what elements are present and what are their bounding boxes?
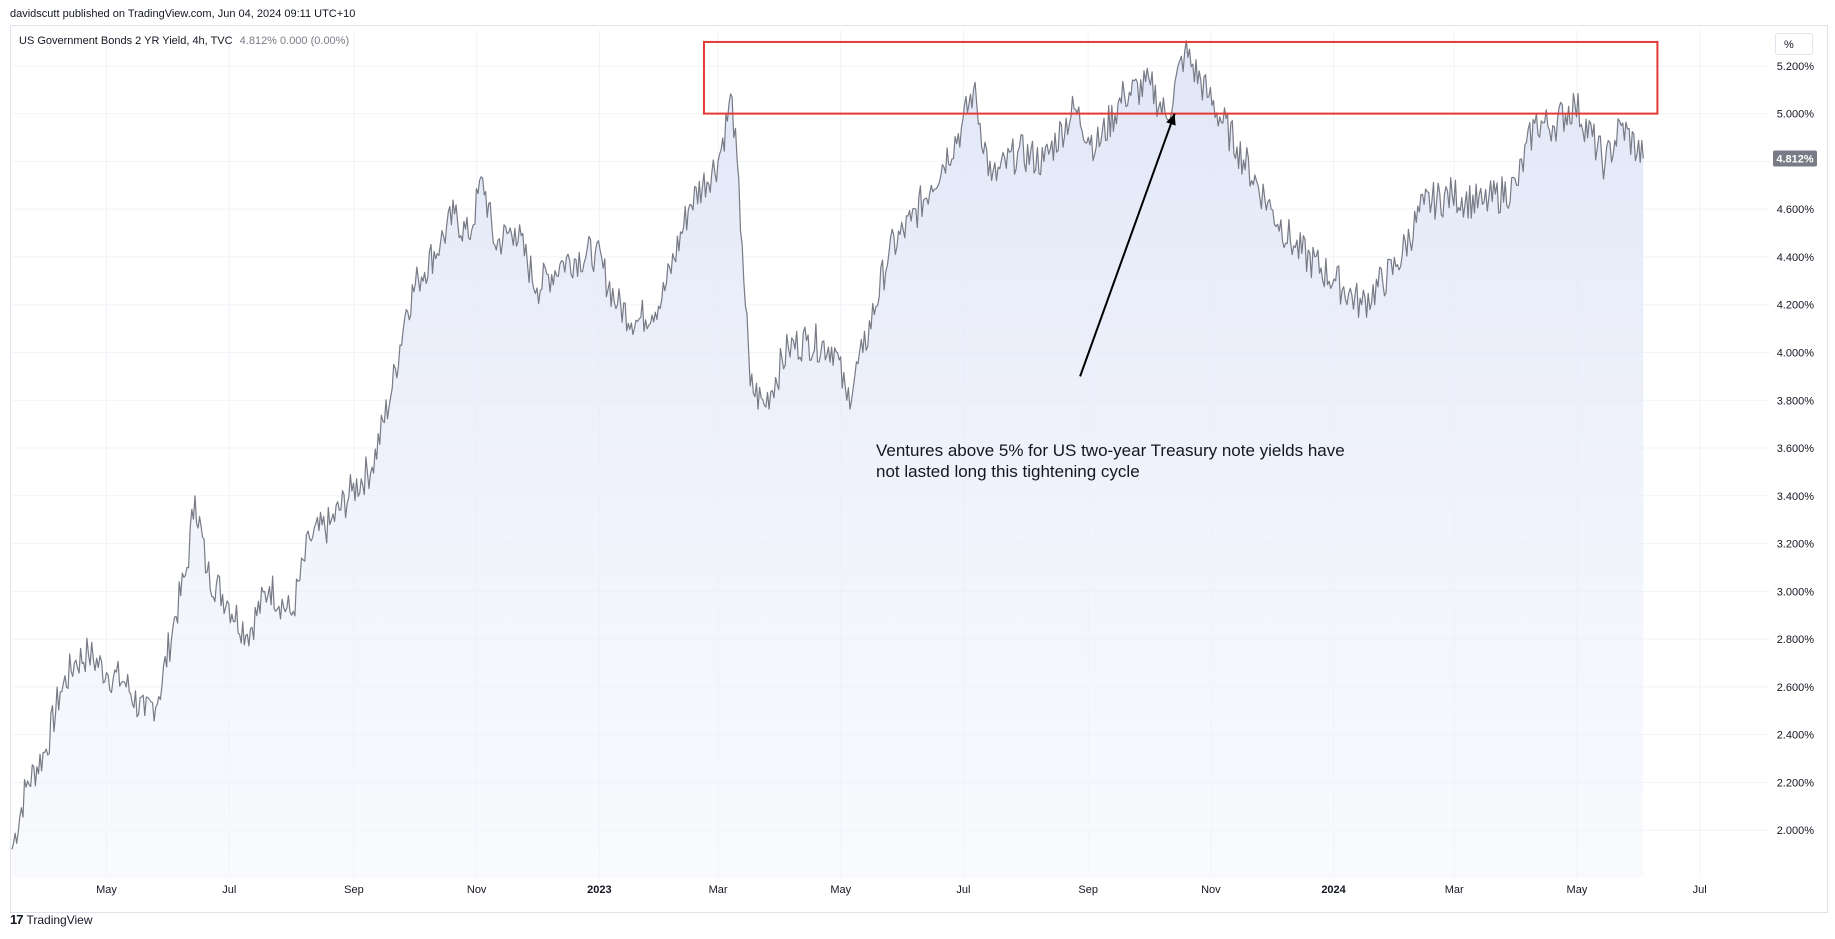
y-tick-label: 2.400% — [1777, 730, 1815, 742]
highlight-box — [702, 40, 1659, 115]
legend[interactable]: US Government Bonds 2 YR Yield, 4h, TVC … — [19, 35, 349, 47]
y-tick-label: 3.000% — [1777, 586, 1815, 598]
chart-frame — [10, 25, 1828, 913]
y-tick-label: 2.000% — [1777, 825, 1815, 837]
y-tick-label: 3.200% — [1777, 539, 1815, 551]
y-tick-label: 3.600% — [1777, 443, 1815, 455]
annotation-arrow — [1079, 113, 1176, 377]
x-tick-label: Sep — [344, 884, 364, 896]
legend-symbol: US Government Bonds 2 YR Yield, 4h, TVC — [19, 35, 233, 47]
y-tick-label: 2.200% — [1777, 777, 1815, 789]
y-tick-label: 2.800% — [1777, 634, 1815, 646]
x-tick-label: May — [1567, 884, 1588, 896]
x-tick-label: 2023 — [587, 884, 611, 896]
y-axis[interactable]: 2.000% 2.200% 2.400% 2.600% 2.800% 3.000% 3.20… — [1773, 61, 1817, 837]
annotation-text: Ventures above 5% for US two-year Treasu… — [876, 441, 1345, 481]
percent-scale-button[interactable]: % — [1775, 33, 1813, 55]
x-tick-label: Sep — [1078, 884, 1098, 896]
y-tick-label: 5.000% — [1777, 109, 1815, 121]
y-tick-label: 4.000% — [1777, 347, 1815, 359]
y-tick-label: 4.600% — [1777, 204, 1815, 216]
annotation-layer — [702, 40, 1659, 377]
annotation-arrowhead — [1166, 113, 1176, 126]
y-tick-label: 2.600% — [1777, 682, 1815, 694]
yield-area-fill — [12, 40, 1644, 878]
tradingview-logo-icon: 17 — [10, 912, 24, 927]
tradingview-footer[interactable]: 17 TradingView — [10, 912, 93, 927]
x-axis[interactable]: May Jul Sep Nov 2023 Mar May Jul Sep Nov 2024 Mar Ma… — [96, 884, 1707, 896]
x-tick-label: Jul — [1693, 884, 1707, 896]
x-tick-label: May — [96, 884, 117, 896]
x-tick-label: Mar — [1445, 884, 1464, 896]
y-tick-label: 4.200% — [1777, 300, 1815, 312]
y-tick-label: 3.800% — [1777, 395, 1815, 407]
x-tick-label: 2024 — [1321, 884, 1346, 896]
y-tick-label: 3.400% — [1777, 491, 1815, 503]
tradingview-brand: TradingView — [26, 912, 93, 927]
line-layer — [11, 40, 1644, 850]
x-tick-label: Nov — [1201, 884, 1221, 896]
x-tick-label: May — [830, 884, 851, 896]
legend-values: 4.812% 0.000 (0.00%) — [239, 35, 350, 47]
last-value-label: 4.812% — [1776, 154, 1814, 166]
y-tick-label: 5.200% — [1777, 61, 1815, 73]
x-tick-label: Nov — [467, 884, 487, 896]
yield-series-line — [11, 40, 1644, 850]
area-layer — [12, 40, 1644, 878]
x-tick-label: Jul — [222, 884, 236, 896]
y-tick-label: 4.400% — [1777, 252, 1815, 264]
published-by-line: davidscutt published on TradingView.com,… — [10, 8, 356, 20]
x-tick-label: Mar — [709, 884, 728, 896]
last-value-tag — [1773, 150, 1817, 167]
x-tick-label: Jul — [956, 884, 970, 896]
